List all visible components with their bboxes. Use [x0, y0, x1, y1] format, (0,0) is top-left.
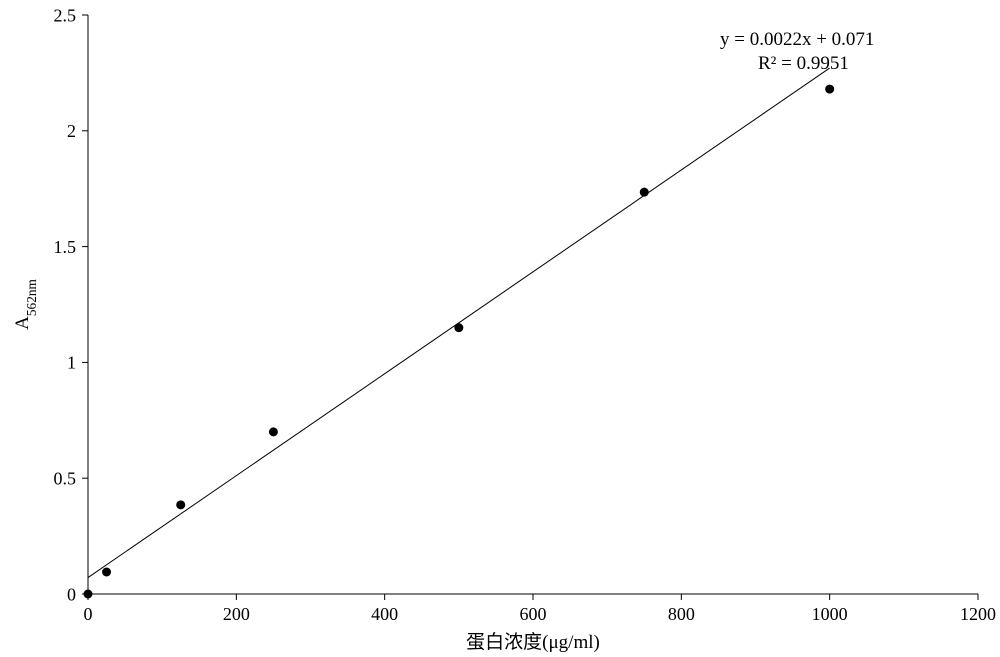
x-axis-label: 蛋白浓度(μg/ml)	[466, 631, 600, 653]
y-tick-label: 1.5	[54, 237, 77, 257]
x-tick-label: 400	[371, 604, 398, 624]
y-tick-label: 0.5	[54, 469, 77, 489]
x-tick-label: 800	[668, 604, 695, 624]
y-tick-label: 2.5	[54, 5, 77, 25]
data-point	[640, 188, 649, 197]
data-point	[102, 567, 111, 576]
data-point	[84, 590, 93, 599]
data-point	[825, 85, 834, 94]
x-tick-label: 0	[84, 604, 93, 624]
x-tick-label: 1200	[960, 604, 996, 624]
equation-line-2: R² = 0.9951	[758, 53, 849, 74]
scatter-chart: 0 200 400 600 800 1000 1200 0 0.5 1 1.5 2 2.5 蛋白浓度(μg…	[0, 0, 1000, 657]
y-tick-label: 1	[67, 353, 76, 373]
y-tick-label: 0	[67, 584, 76, 604]
y-tick-label: 2	[67, 121, 76, 141]
data-point	[454, 323, 463, 332]
x-tick-label: 1000	[812, 604, 848, 624]
data-point	[269, 427, 278, 436]
x-tick-label: 600	[520, 604, 547, 624]
chart-svg: 0 200 400 600 800 1000 1200 0 0.5 1 1.5 2 2.5 蛋白浓度(μg…	[0, 0, 1000, 657]
x-tick-label: 200	[223, 604, 250, 624]
equation-line-1: y = 0.0022x + 0.071	[720, 29, 874, 50]
data-point	[176, 500, 185, 509]
